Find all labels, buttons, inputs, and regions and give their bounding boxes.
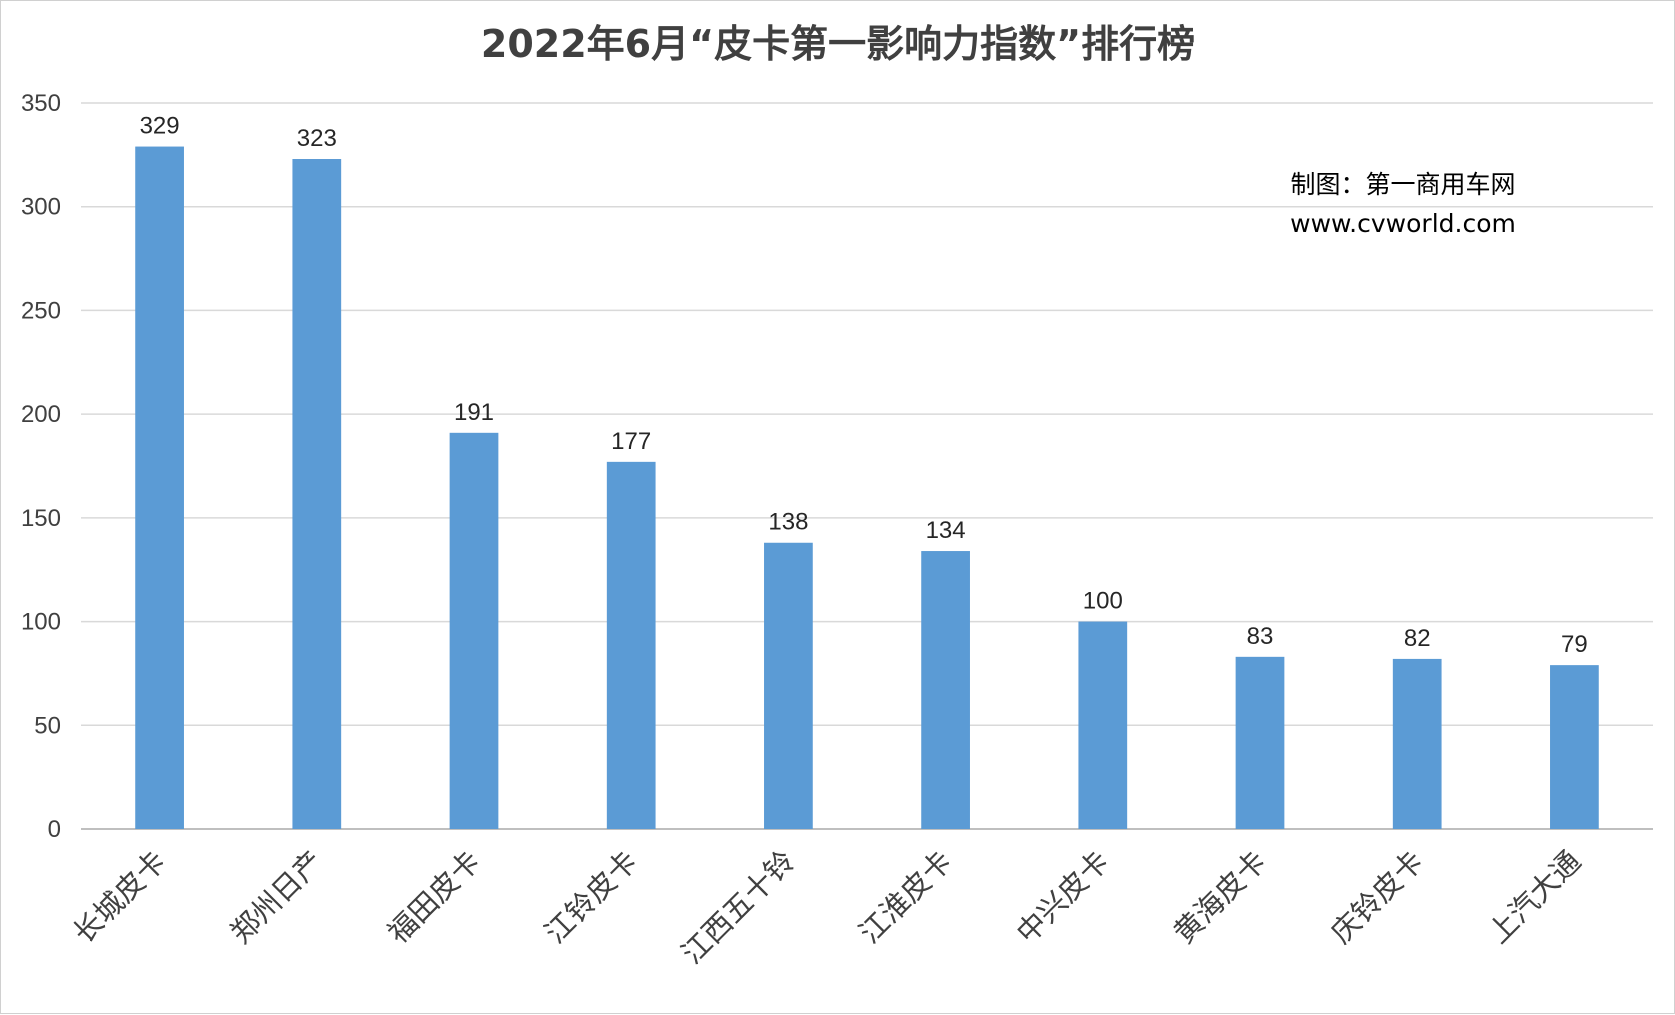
- y-tick-label: 50: [34, 712, 61, 739]
- data-label: 329: [140, 113, 180, 140]
- y-tick-label: 100: [21, 609, 61, 636]
- source-credit: 制图：第一商用车网: [1290, 170, 1515, 199]
- source-url: www.cvworld.com: [1290, 209, 1516, 238]
- data-label: 100: [1083, 588, 1123, 615]
- bar: [292, 159, 342, 829]
- x-category-label: 长城皮卡: [66, 844, 172, 950]
- bar: [1392, 658, 1442, 829]
- data-label: 177: [611, 428, 651, 455]
- data-label: 323: [297, 125, 337, 152]
- bar: [1235, 656, 1285, 829]
- gridlines: [81, 102, 1653, 830]
- bar: [606, 461, 656, 829]
- x-axis-categories: 长城皮卡 郑州日产 福田皮卡 江铃皮卡 江西五十铃 江淮皮卡 中兴皮卡 黄海皮卡 庆铃皮卡 上汽大…: [66, 844, 1587, 971]
- x-category-label: 上汽大通: [1481, 844, 1587, 950]
- x-category-label: 江西五十铃: [675, 844, 802, 971]
- data-label: 191: [454, 399, 494, 426]
- y-tick-label: 150: [21, 505, 61, 532]
- data-label: 83: [1247, 623, 1274, 650]
- y-tick-label: 350: [21, 90, 61, 117]
- x-category-label: 庆铃皮卡: [1324, 844, 1430, 950]
- y-tick-label: 200: [21, 401, 61, 428]
- x-category-label: 江铃皮卡: [538, 844, 644, 950]
- data-label: 82: [1404, 625, 1431, 652]
- bar: [135, 146, 184, 829]
- y-tick-label: 250: [21, 297, 61, 324]
- data-label: 134: [926, 517, 966, 544]
- chart-title: 2022年6月“皮卡第一影响力指数”排行榜: [481, 22, 1195, 66]
- bar: [1078, 621, 1128, 829]
- bars: [135, 146, 1599, 829]
- data-label: 138: [768, 509, 808, 536]
- y-tick-label: 0: [48, 816, 61, 843]
- data-labels: 329 323 191 177 138 134 100 83 82 79: [140, 113, 1588, 659]
- y-axis-ticks: 0 50 100 150 200 250 300 350: [21, 90, 61, 843]
- data-label: 79: [1561, 631, 1588, 658]
- bar: [764, 542, 813, 829]
- x-category-label: 江淮皮卡: [852, 844, 958, 950]
- bar: [449, 432, 499, 829]
- y-tick-label: 300: [21, 194, 61, 221]
- bar: [921, 551, 970, 829]
- x-category-label: 中兴皮卡: [1010, 844, 1116, 950]
- x-category-label: 福田皮卡: [381, 844, 487, 950]
- x-category-label: 黄海皮卡: [1167, 844, 1273, 950]
- x-category-label: 郑州日产: [224, 844, 330, 950]
- bar: [1550, 665, 1599, 829]
